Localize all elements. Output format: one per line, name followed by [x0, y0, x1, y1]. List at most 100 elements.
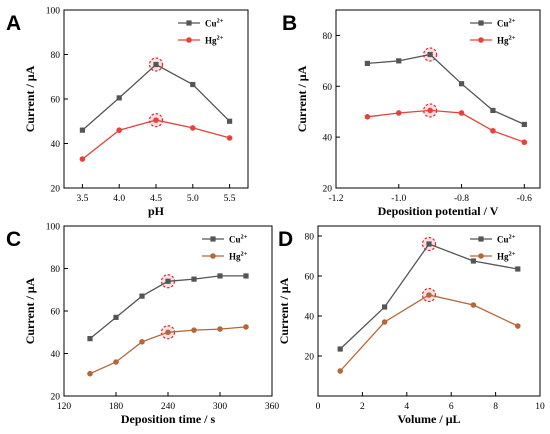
- legend-label: Cu2+: [497, 234, 516, 245]
- data-point: [165, 329, 171, 336]
- data-point: [521, 139, 528, 146]
- x-tick-label: 120: [57, 402, 72, 412]
- data-point: [396, 58, 402, 64]
- legend-label: Hg2+: [497, 251, 516, 262]
- data-point: [490, 107, 496, 114]
- panel-c: C 120 180 240 300 360 20 40 60 80 100 Deposition ti…: [6, 223, 279, 427]
- data-point: [153, 117, 159, 123]
- legend-label: Hg2+: [229, 251, 248, 262]
- y-tick-label: 60: [323, 83, 333, 93]
- x-tick-label: -0.8: [454, 194, 469, 204]
- y-tick-label: 40: [305, 313, 315, 323]
- data-point: [165, 278, 171, 284]
- y-axis-label: Current / μA: [23, 277, 37, 344]
- data-point: [113, 314, 119, 320]
- data-point: [364, 60, 370, 66]
- x-axis-label: Deposition time / s: [121, 412, 216, 426]
- series-line-cu: [367, 53, 525, 125]
- y-tick-label: 60: [51, 96, 61, 106]
- data-point: [87, 336, 93, 342]
- y-tick-label: 40: [51, 350, 61, 360]
- data-point: [427, 51, 433, 58]
- data-point: [217, 273, 223, 279]
- legend-swatch-marker: [186, 20, 192, 26]
- panel-d: D 0 2 4 6 8 10 20 40 60 80 Volume / μL Current / μA C…: [277, 225, 545, 426]
- legend-swatch-marker: [210, 236, 216, 242]
- y-axis-label: Current / μA: [295, 65, 309, 132]
- x-tick-label: 5.5: [224, 194, 236, 204]
- x-axis-label: Volume / μL: [397, 412, 460, 426]
- legend-label: Hg2+: [497, 35, 516, 46]
- data-point: [87, 370, 93, 377]
- x-tick-label: 0: [316, 402, 321, 412]
- x-tick-label: -1.2: [328, 194, 343, 204]
- x-axis-label: pH: [148, 204, 165, 218]
- y-axis-label: Current / μA: [23, 65, 37, 132]
- x-tick-label: 3.5: [76, 194, 88, 204]
- y-tick-label: 20: [305, 353, 315, 363]
- legend-swatch-marker: [478, 37, 484, 43]
- y-tick-label: 60: [305, 273, 315, 283]
- y-tick-label: 80: [305, 233, 315, 243]
- legend-label: Cu2+: [205, 18, 224, 29]
- x-tick-label: -0.6: [517, 194, 532, 204]
- legend-label: Hg2+: [205, 35, 224, 46]
- x-tick-label: 300: [213, 402, 228, 412]
- data-point: [190, 81, 196, 88]
- data-point: [79, 156, 86, 162]
- series-line-hg: [339, 294, 519, 372]
- plot-frame: [317, 225, 541, 397]
- data-point: [395, 110, 402, 116]
- panel-letter: C: [6, 228, 21, 251]
- data-point: [470, 302, 477, 308]
- legend-swatch-marker: [210, 253, 216, 259]
- x-tick-label: 5.0: [187, 194, 199, 204]
- legend-swatch-marker: [478, 236, 484, 242]
- data-point: [382, 304, 388, 310]
- data-point: [190, 125, 196, 131]
- data-point: [113, 359, 119, 365]
- data-point: [153, 61, 159, 68]
- data-point: [227, 118, 233, 124]
- data-point: [427, 107, 433, 114]
- y-tick-label: 60: [51, 308, 61, 318]
- x-tick-label: -1.0: [391, 194, 406, 204]
- x-tick-label: 360: [265, 402, 280, 412]
- x-axis-label: Deposition potential / V: [378, 204, 499, 218]
- x-tick-label: 4: [404, 402, 409, 412]
- x-tick-label: 180: [109, 402, 124, 412]
- y-tick-label: 40: [51, 140, 61, 150]
- y-tick-label: 80: [323, 32, 333, 42]
- legend-label: Cu2+: [497, 18, 516, 29]
- legend-swatch-marker: [186, 37, 192, 43]
- data-point: [139, 293, 145, 299]
- data-point: [116, 127, 122, 133]
- y-tick-label: 100: [46, 223, 61, 233]
- data-point: [470, 258, 476, 264]
- data-point: [515, 266, 521, 272]
- y-tick-label: 80: [51, 51, 61, 61]
- data-point: [364, 114, 371, 120]
- data-point: [458, 110, 465, 116]
- legend-label: Cu2+: [229, 234, 248, 245]
- data-point: [243, 273, 249, 279]
- data-point: [426, 292, 432, 298]
- data-point: [337, 368, 344, 374]
- x-tick-label: 6: [449, 402, 454, 412]
- y-tick-label: 80: [51, 265, 61, 275]
- y-tick-label: 20: [51, 393, 61, 403]
- y-tick-label: 20: [51, 185, 61, 195]
- y-tick-label: 20: [323, 185, 333, 195]
- data-point: [139, 339, 145, 345]
- data-point: [226, 135, 233, 141]
- panel-letter: D: [278, 228, 293, 251]
- data-point: [515, 323, 521, 329]
- data-point: [426, 241, 432, 247]
- y-tick-label: 100: [46, 7, 61, 17]
- x-tick-label: 2: [360, 402, 365, 412]
- data-point: [79, 127, 85, 133]
- panel-b: B -1.2 -1.0 -0.8 -0.6 20 40 60 80 Deposition pote…: [282, 9, 541, 218]
- x-tick-label: 8: [493, 402, 498, 412]
- panel-letter: B: [282, 12, 297, 35]
